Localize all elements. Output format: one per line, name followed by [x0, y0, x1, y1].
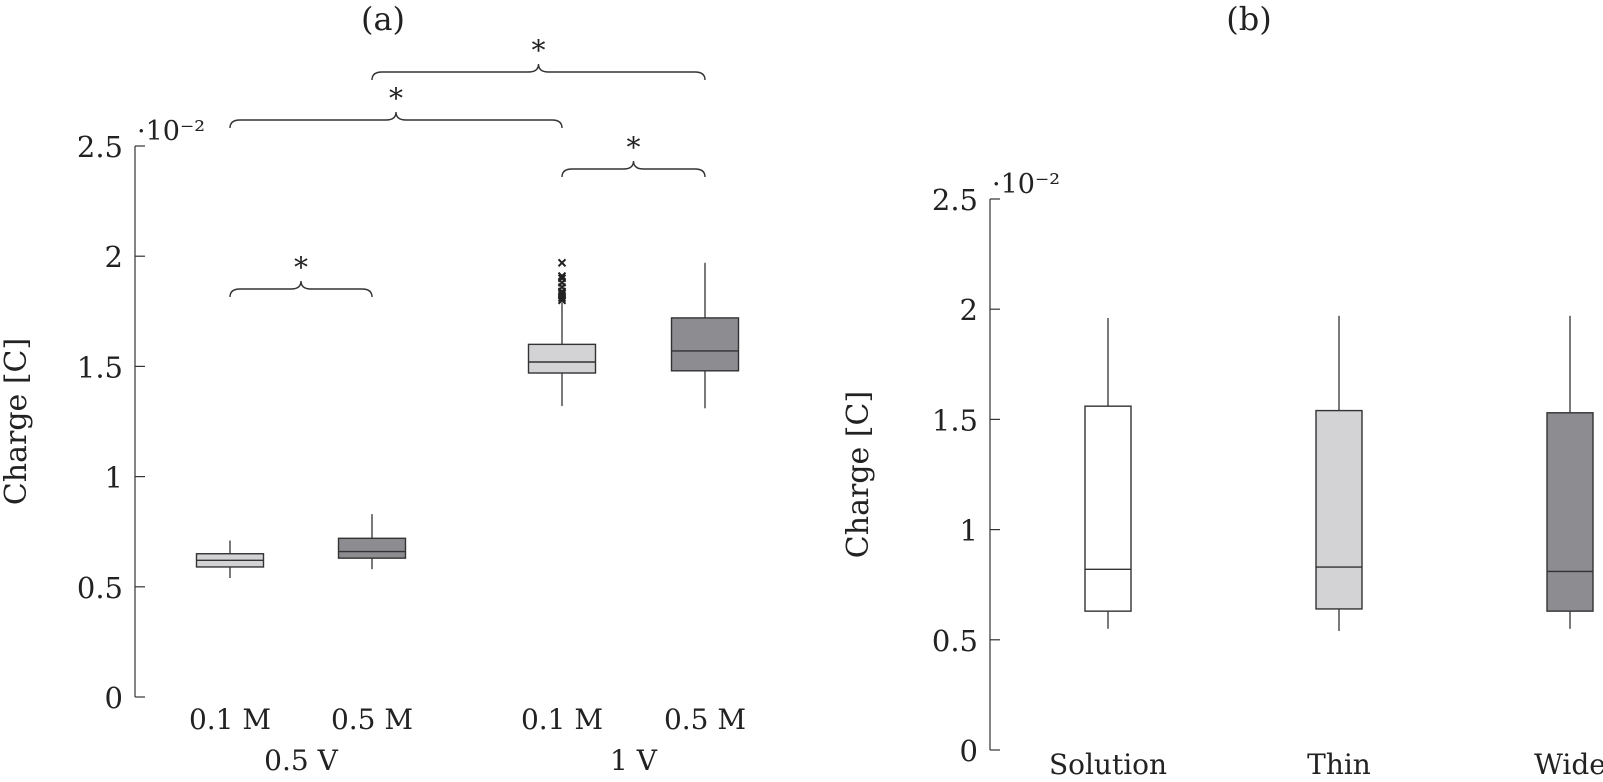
- significance-label: *: [389, 82, 403, 115]
- box-2: [527, 258, 597, 407]
- box-0: [195, 540, 265, 578]
- x-tick-label: 0.1 M: [521, 703, 603, 736]
- significance-label: *: [532, 34, 546, 67]
- y-tick-label: 2.5: [932, 183, 978, 217]
- outlier-marker: [557, 258, 567, 268]
- y-axis-label: Charge [C]: [0, 338, 34, 505]
- y-scale-label: ·10⁻²: [137, 116, 205, 147]
- x-tick-label: 0.5 M: [664, 703, 746, 736]
- y-tick-label: 2: [105, 240, 123, 274]
- y-tick-label: 1: [960, 514, 978, 548]
- box-1: [337, 514, 407, 570]
- x-tick-label: Solution: [1049, 748, 1167, 781]
- outlier-marker: [557, 274, 567, 283]
- panel-label: (a): [361, 0, 405, 38]
- outlier-marker: [557, 289, 567, 298]
- x-tick-label: Thin: [1307, 748, 1371, 781]
- box-iqr: [670, 317, 740, 372]
- box-0: [1084, 318, 1132, 629]
- y-tick-label: 1: [105, 461, 123, 495]
- outlier-marker: [557, 271, 567, 281]
- y-tick-label: 0: [960, 734, 978, 768]
- box-3: [670, 262, 740, 409]
- y-tick-label: 2: [960, 293, 978, 327]
- x-group-label: 0.5 V: [264, 744, 338, 777]
- y-tick-label: 2.5: [77, 130, 123, 164]
- panel-b: 0 0.5 1 1.5 2 2.5 ·10⁻² Charge [C] (b) Solution Th…: [841, 0, 1603, 781]
- significance-label: *: [294, 251, 308, 284]
- box-iqr: [1546, 412, 1594, 612]
- box-iqr: [337, 537, 407, 559]
- y-axis-label: Charge [C]: [841, 391, 876, 558]
- panel-a: 0 0.5 1 1.5 2 2.5 ·10⁻² Charge [C] (a) 0.1 M 0.5 M…: [0, 0, 746, 777]
- box-iqr: [1315, 409, 1363, 610]
- y-tick-label: 0: [105, 681, 123, 715]
- y-tick-label: 1.5: [932, 403, 978, 437]
- y-scale-label: ·10⁻²: [992, 169, 1060, 200]
- y-tick-label: 1.5: [77, 350, 123, 384]
- y-tick-label: 0.5: [932, 624, 978, 658]
- box-iqr: [527, 343, 597, 374]
- box-2: [1546, 315, 1594, 629]
- significance-bracket: [371, 63, 706, 81]
- significance-bracket: [561, 160, 706, 178]
- x-tick-label: 0.1 M: [189, 703, 271, 736]
- box-iqr: [1084, 405, 1132, 612]
- significance-bracket: [229, 111, 563, 129]
- x-tick-label: 0.5 M: [331, 703, 413, 736]
- x-tick-label: Wide: [1534, 748, 1603, 781]
- y-tick-label: 0.5: [77, 571, 123, 605]
- box-1: [1315, 315, 1363, 631]
- significance-bracket: [229, 280, 373, 298]
- x-group-label: 1 V: [610, 744, 658, 777]
- significance-label: *: [627, 131, 641, 164]
- panel-label: (b): [1226, 0, 1271, 38]
